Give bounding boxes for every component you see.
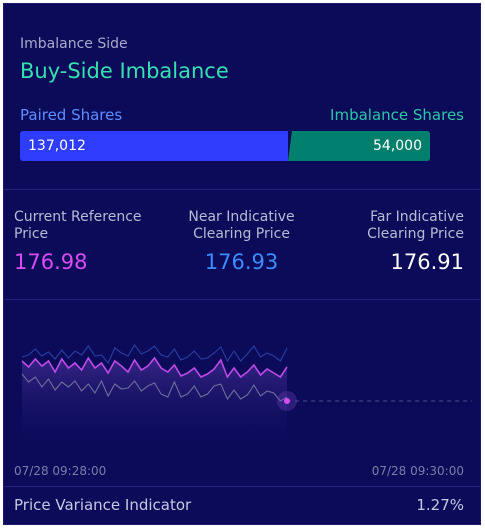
current-reference-price: Current Reference Price 176.98 — [14, 209, 164, 274]
chart-series-line-3 — [21, 373, 288, 402]
imbalance-side-value: Buy-Side Imbalance — [20, 59, 229, 83]
chart-series-line-2 — [21, 356, 288, 379]
price-variance-value: 1.27% — [416, 496, 464, 514]
divider — [4, 299, 480, 300]
near-indicative-value: 176.93 — [204, 250, 279, 274]
chart-series-line-1 — [21, 344, 288, 365]
divider — [4, 486, 480, 487]
current-reference-label: Current Reference Price — [14, 209, 142, 242]
paired-shares-value: 137,012 — [28, 138, 86, 154]
current-point — [284, 398, 290, 404]
shares-bar: 137,012 54,000 — [20, 131, 430, 161]
far-indicative-value: 176.91 — [390, 250, 464, 274]
imbalance-shares-value: 54,000 — [373, 138, 422, 154]
paired-shares-bar: 137,012 — [20, 131, 288, 161]
imbalance-shares-bar: 54,000 — [288, 131, 430, 161]
timeline-end: 07/28 09:30:00 — [371, 464, 464, 478]
paired-shares-label: Paired Shares — [20, 106, 123, 124]
far-indicative-label: Far Indicative Clearing Price — [367, 209, 464, 242]
price-variance-label: Price Variance Indicator — [14, 496, 192, 514]
imbalance-side-label: Imbalance Side — [20, 36, 128, 52]
near-indicative-price: Near Indicative Clearing Price 176.93 — [179, 209, 304, 274]
imbalance-panel: Imbalance Side Buy-Side Imbalance Paired… — [3, 3, 481, 525]
price-chart[interactable] — [12, 339, 472, 454]
imbalance-shares-label: Imbalance Shares — [330, 106, 464, 124]
timeline-start: 07/28 09:28:00 — [14, 464, 107, 478]
far-indicative-price: Far Indicative Clearing Price 176.91 — [334, 209, 464, 274]
chart-area-fill — [22, 358, 287, 454]
current-reference-value: 176.98 — [14, 250, 88, 274]
near-indicative-label: Near Indicative Clearing Price — [188, 209, 295, 242]
divider — [4, 189, 480, 190]
